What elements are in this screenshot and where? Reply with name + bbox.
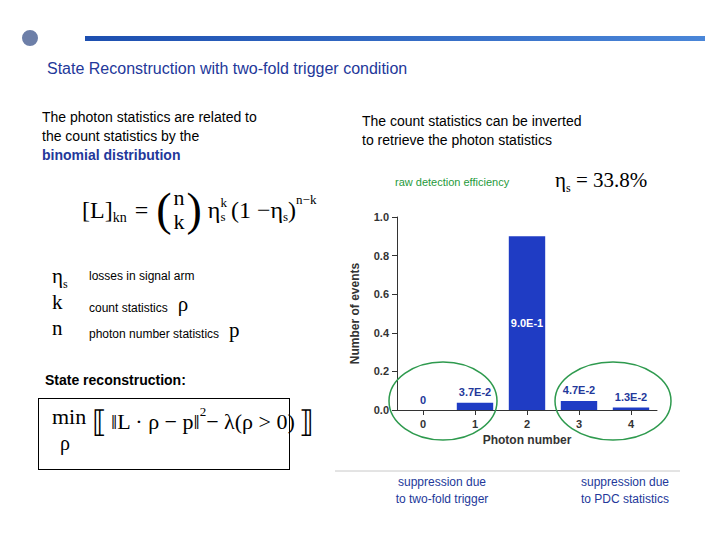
svg-text:4.7E-2: 4.7E-2	[563, 384, 595, 396]
svg-text:4: 4	[628, 418, 635, 430]
html-text:k: k	[173, 209, 185, 234]
svg-text:3: 3	[576, 418, 582, 430]
html-text:suppression due: suppression due	[581, 475, 669, 489]
svg-text:Number of events: Number of events	[348, 262, 362, 364]
svg-text:0.0: 0.0	[374, 404, 389, 416]
html-text:ρ: ρ	[177, 292, 189, 316]
svg-text:Photon number: Photon number	[483, 433, 572, 447]
html-text:State Reconstruction with two-: State Reconstruction with two-fold trigg…	[47, 60, 408, 77]
html-text:[L]kn = (: [L]kn = (	[82, 184, 172, 235]
html-text:suppression due: suppression due	[398, 475, 486, 489]
svg-text:0.6: 0.6	[374, 288, 389, 300]
html-text:to retrieve the photon statist: to retrieve the photon statistics	[362, 132, 552, 148]
html-text:losses in signal arm: losses in signal arm	[89, 269, 195, 283]
html-text:The photon statistics are rela: The photon statistics are related to	[42, 109, 257, 125]
svg-text:1: 1	[472, 418, 478, 430]
html-text:count statistics: count statistics	[89, 300, 168, 315]
html-text:ρ: ρ	[60, 432, 70, 454]
html-text:binomial distribution: binomial distribution	[42, 147, 181, 163]
html-text:State reconstruction:: State reconstruction:	[45, 372, 186, 388]
html-text:⟦‖L · ρ − p‖2− λ(ρ > 0)⟧: ⟦‖L · ρ − p‖2− λ(ρ > 0)⟧	[92, 403, 314, 438]
html-text:min: min	[52, 404, 87, 429]
html-text:the count statistics by the: the count statistics by the	[42, 128, 200, 144]
svg-text:0: 0	[420, 394, 426, 406]
html-text:p: p	[229, 318, 240, 342]
svg-text:3.7E-2: 3.7E-2	[459, 386, 491, 398]
html-text:k: k	[52, 290, 63, 314]
svg-text:0: 0	[420, 418, 426, 430]
html-text:)ηk: )ηk	[186, 184, 227, 235]
svg-text:0.8: 0.8	[374, 250, 389, 262]
html-text:photon number statistics: photon number statistics	[89, 326, 220, 341]
html-text:to two-fold trigger: to two-fold trigger	[395, 492, 489, 506]
html-text:The count statistics can be in: The count statistics can be inverted	[362, 113, 582, 129]
svg-text:9.0E-1: 9.0E-1	[511, 317, 543, 329]
html-text:n: n	[173, 185, 185, 210]
svg-text:2: 2	[524, 418, 530, 430]
html-text:ηs= 33.8%: ηs= 33.8%	[555, 168, 648, 195]
svg-text:1.0: 1.0	[374, 211, 389, 223]
svg-text:1.3E-2: 1.3E-2	[615, 391, 647, 403]
html-text:n: n	[52, 316, 63, 340]
svg-text:0.4: 0.4	[374, 327, 390, 339]
svg-text:0.2: 0.2	[374, 365, 389, 377]
html-text:s (1 − ηs)n−k: s (1 − ηs)n−k	[220, 192, 317, 224]
html-text:to PDC statistics: to PDC statistics	[581, 492, 669, 506]
html-text:ηs: ηs	[52, 264, 68, 291]
html-text:raw detection efficiency: raw detection efficiency	[395, 176, 510, 188]
